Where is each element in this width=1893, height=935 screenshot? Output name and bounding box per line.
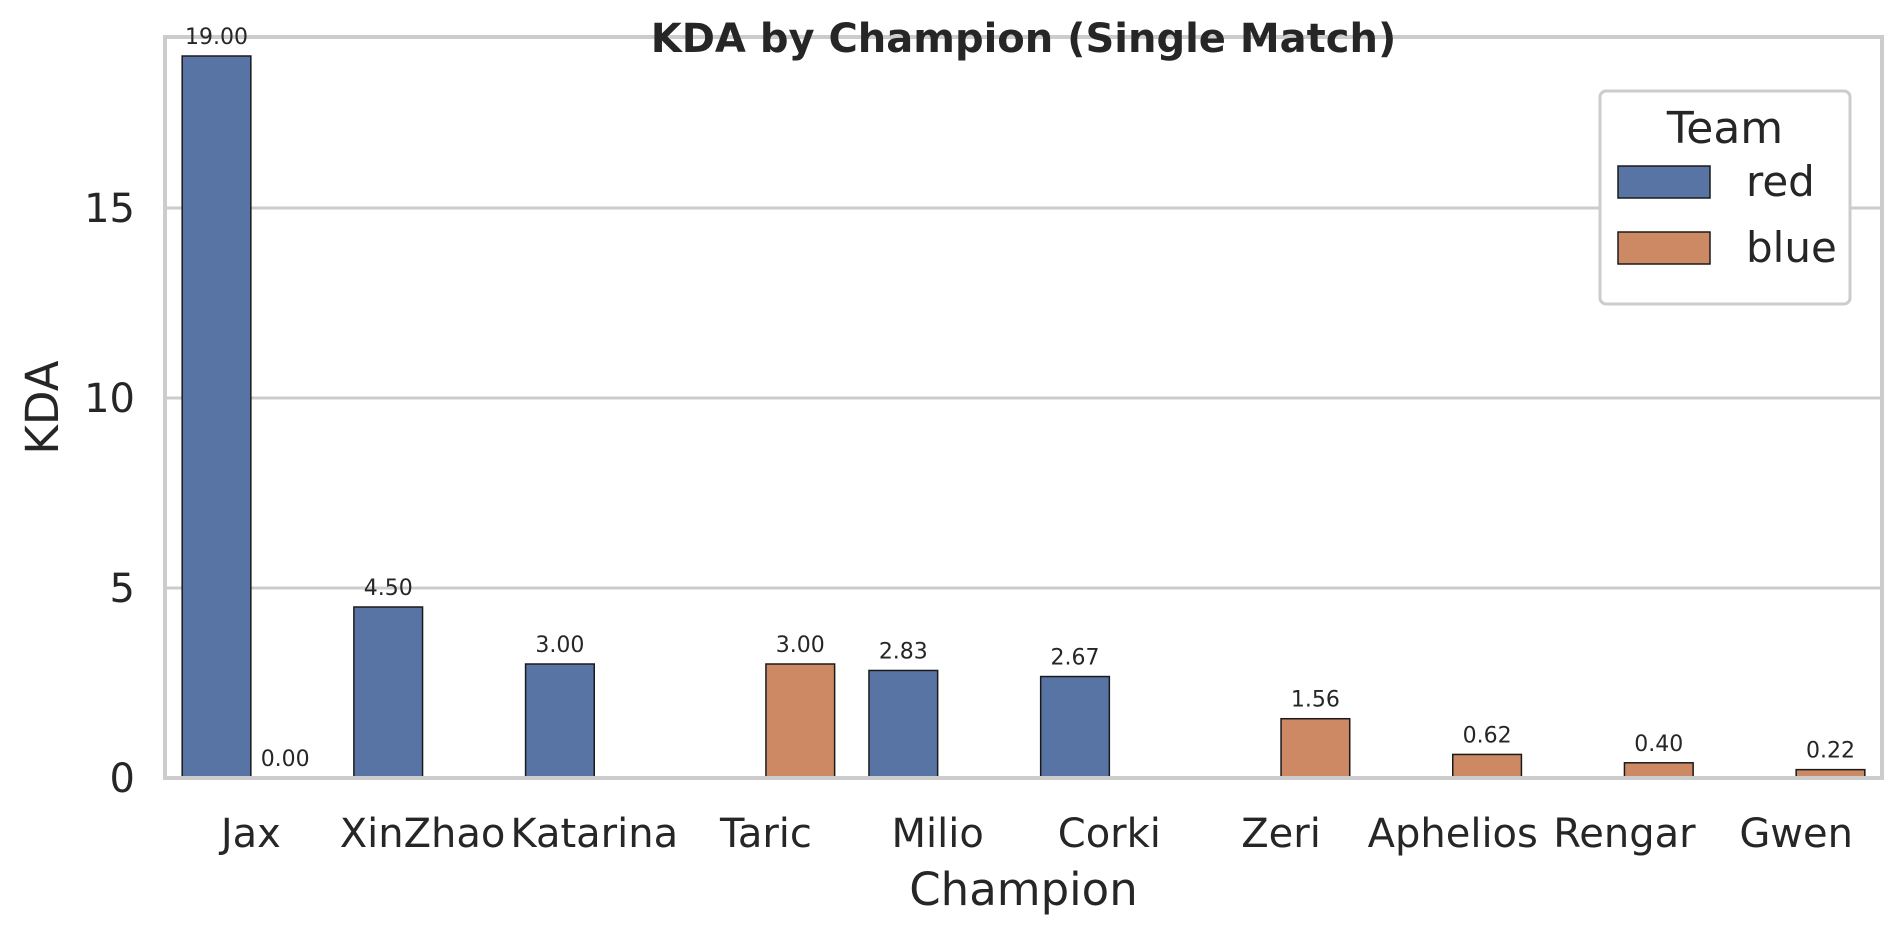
y-tick-label: 15: [84, 186, 135, 232]
bar-blue-taric: [765, 663, 836, 779]
x-tick-label: Rengar: [1553, 811, 1696, 857]
data-label: 0.62: [1463, 723, 1512, 748]
x-tick-labels: Jax XinZhao Katarina Taric Milio Corki Zeri Aph…: [218, 811, 1853, 857]
y-tick-label: 10: [84, 376, 135, 422]
bar-red-katarina: [524, 663, 596, 779]
data-label: 3.00: [535, 633, 584, 658]
legend-title: Team: [1666, 103, 1783, 154]
bar-blue-aphelios: [1452, 753, 1523, 779]
bar-blue-rengar: [1623, 762, 1694, 779]
chart-title: KDA by Champion (Single Match): [651, 16, 1397, 62]
legend-swatch-red: [1617, 165, 1711, 199]
data-labels: 19.00 4.50 3.00 2.83 2.67 0.00 3.00 1.56 0.62 0.4…: [185, 25, 1855, 772]
bar-red-milio: [868, 669, 939, 779]
bar-red-jax: [181, 55, 252, 779]
bar-blue-zeri: [1280, 717, 1351, 779]
x-tick-label: Zeri: [1241, 811, 1321, 857]
y-axis-label: KDA: [16, 360, 69, 454]
data-label: 2.83: [879, 639, 928, 664]
x-tick-label: Jax: [218, 811, 281, 857]
data-label: 0.00: [261, 747, 310, 772]
legend: Team red blue: [1598, 89, 1852, 306]
x-tick-label: XinZhao: [340, 811, 506, 857]
x-tick-label: Corki: [1058, 811, 1161, 857]
data-label: 4.50: [364, 576, 413, 601]
bar-red-corki: [1039, 675, 1111, 779]
data-label: 0.40: [1634, 732, 1683, 757]
data-label: 3.00: [776, 633, 825, 658]
data-label: 1.56: [1291, 688, 1340, 713]
bar-red-xinzhao: [353, 606, 424, 779]
x-tick-label: Gwen: [1739, 811, 1853, 857]
data-label: 2.67: [1051, 646, 1100, 671]
y-tick-label: 0: [110, 756, 135, 802]
data-label: 0.22: [1806, 739, 1855, 764]
legend-label: blue: [1746, 223, 1837, 272]
legend-items: red blue: [1617, 157, 1837, 272]
x-tick-label: Katarina: [510, 811, 678, 857]
x-tick-label: Aphelios: [1368, 811, 1538, 857]
x-tick-label: Taric: [719, 811, 812, 857]
y-tick-label: 5: [110, 566, 135, 612]
y-tick-labels: 0 5 10 15: [84, 186, 135, 802]
legend-swatch-blue: [1617, 231, 1711, 265]
x-tick-label: Milio: [891, 811, 983, 857]
data-label: 19.00: [185, 25, 248, 50]
plot-frame: [163, 35, 1884, 780]
x-axis-label: Champion: [909, 863, 1137, 916]
legend-label: red: [1746, 157, 1815, 206]
